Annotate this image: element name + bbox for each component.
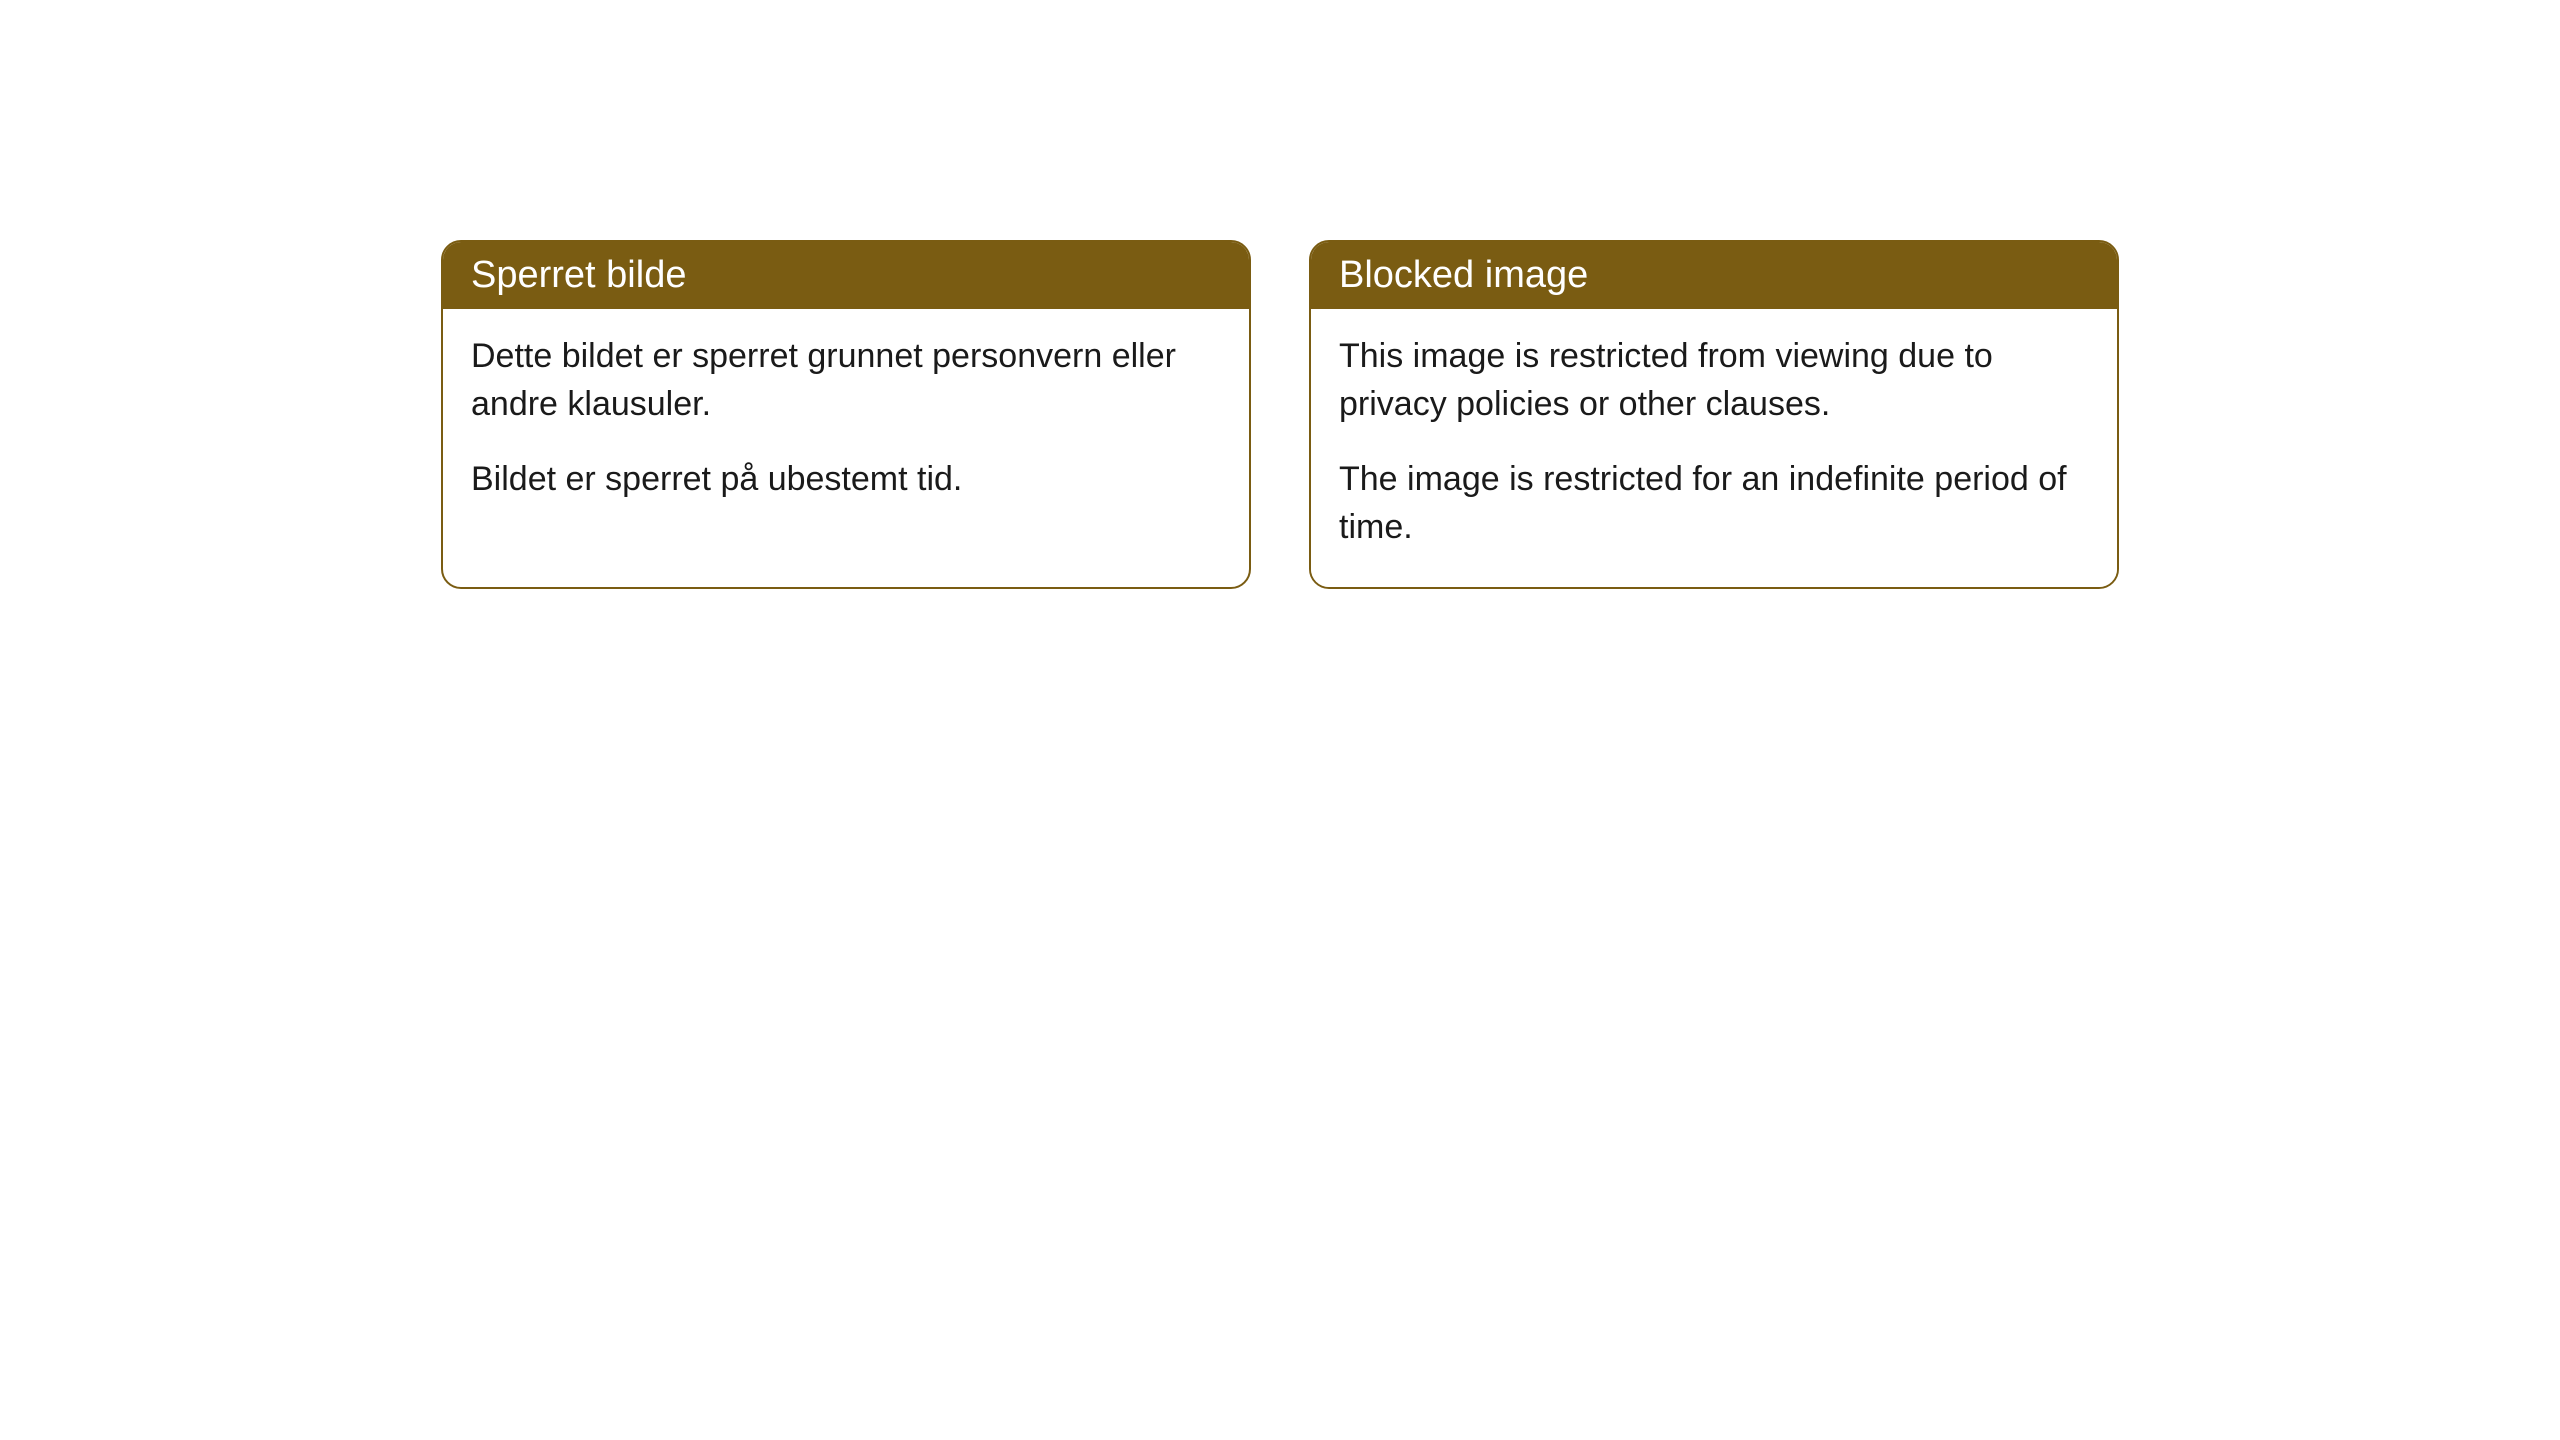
notice-body-english: This image is restricted from viewing du… — [1311, 309, 2117, 587]
notice-container: Sperret bilde Dette bildet er sperret gr… — [0, 240, 2560, 589]
notice-card-english: Blocked image This image is restricted f… — [1309, 240, 2119, 589]
notice-card-norwegian: Sperret bilde Dette bildet er sperret gr… — [441, 240, 1251, 589]
notice-paragraph-1-norwegian: Dette bildet er sperret grunnet personve… — [471, 333, 1221, 428]
notice-header-english: Blocked image — [1311, 242, 2117, 309]
notice-paragraph-2-norwegian: Bildet er sperret på ubestemt tid. — [471, 456, 1221, 504]
notice-paragraph-1-english: This image is restricted from viewing du… — [1339, 333, 2089, 428]
notice-body-norwegian: Dette bildet er sperret grunnet personve… — [443, 309, 1249, 540]
notice-paragraph-2-english: The image is restricted for an indefinit… — [1339, 456, 2089, 551]
notice-header-norwegian: Sperret bilde — [443, 242, 1249, 309]
